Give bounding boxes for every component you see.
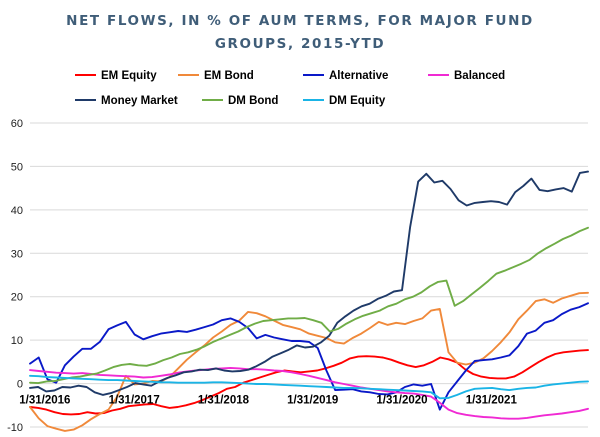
legend-label: DM Equity <box>329 95 386 107</box>
y-tick-label: 40 <box>11 205 23 217</box>
y-axis: -10 0 10 20 30 40 50 60 <box>7 118 23 434</box>
x-tick-label: 1/31/2021 <box>466 395 518 407</box>
y-tick-label: 30 <box>11 248 23 260</box>
legend: EM Equity EM Bond Alternative Balanced Money… <box>75 70 505 107</box>
legend-label: EM Equity <box>101 70 157 82</box>
legend-label: Money Market <box>101 95 178 107</box>
series-line-dm-equity <box>29 374 589 400</box>
series-line-balanced <box>29 366 589 420</box>
series-line-alternative <box>29 302 589 411</box>
series-line-em-equity <box>29 349 589 416</box>
y-tick-label: 50 <box>11 161 23 173</box>
chart-title-line-2: GROUPS, 2015-YTD <box>215 36 385 52</box>
x-tick-label: 1/31/2019 <box>287 395 338 407</box>
y-tick-label: 0 <box>17 379 23 391</box>
legend-label: Balanced <box>454 70 505 82</box>
y-tick-label: -10 <box>7 422 23 434</box>
legend-label: EM Bond <box>204 70 254 82</box>
legend-label: DM Bond <box>228 95 278 107</box>
x-tick-label: 1/31/2018 <box>198 395 250 407</box>
x-axis: 1/31/2016 1/31/2017 1/31/2018 1/31/2019 1/31… <box>19 395 517 407</box>
chart-title-line-1: NET FLOWS, IN % OF AUM TERMS, FOR MAJOR … <box>66 13 534 29</box>
x-tick-label: 1/31/2016 <box>19 395 70 407</box>
legend-label: Alternative <box>329 70 388 82</box>
series-line-money-market <box>29 170 589 396</box>
series-layer <box>29 170 589 432</box>
series-line-em-bond <box>29 291 589 432</box>
series-line-dm-bond <box>29 226 589 385</box>
y-tick-label: 60 <box>11 118 23 130</box>
grid-layer <box>30 122 588 428</box>
x-tick-label: 1/31/2020 <box>376 395 427 407</box>
x-tick-label: 1/31/2017 <box>109 395 160 407</box>
y-tick-label: 10 <box>11 335 23 347</box>
y-tick-label: 20 <box>11 292 23 304</box>
